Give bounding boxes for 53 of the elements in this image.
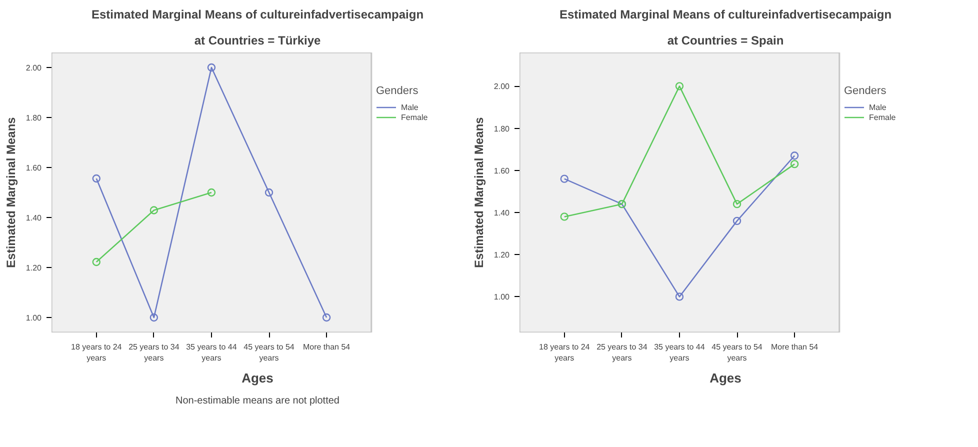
point (560, 212, 568, 221)
chart-title: Estimated Marginal Means of cultureinfadvertisecampaign (91, 8, 424, 22)
y-axis-title: Estimated Marginal Means (472, 116, 486, 268)
y-tick-label: 1.40 (26, 214, 42, 222)
x-tick-label: More than 54 (302, 342, 351, 352)
legend-label: Female (869, 112, 896, 122)
point (790, 152, 799, 160)
chart-subtitle: at Countries = Türkiye (194, 34, 322, 48)
point (732, 216, 742, 226)
point (207, 63, 216, 72)
y-tick-label: 1.60 (494, 166, 510, 176)
y-tick-label: 1.80 (494, 124, 510, 134)
legend-label: Male (401, 102, 420, 112)
y-axis-title: Estimated Marginal Means (4, 116, 18, 268)
point (92, 258, 100, 266)
y-tick-label: 1.80 (26, 114, 42, 122)
legend-label: Female (401, 112, 428, 122)
x-tick-label: 25 years to 34 years (596, 342, 648, 362)
y-tick-label: 1.00 (26, 314, 42, 322)
legend-label: Male (869, 102, 888, 112)
point (150, 206, 158, 214)
x-tick-label: 45 years to 54 years (244, 342, 295, 362)
y-tick-label: 2.00 (494, 82, 510, 92)
x-tick-label: 25 years to 34 years (128, 342, 180, 362)
x-tick-label: 18 years to 24 years (71, 342, 122, 362)
point (560, 174, 568, 183)
point (322, 313, 331, 322)
y-tick-label: 2.00 (26, 64, 42, 72)
point (92, 174, 100, 183)
point (207, 188, 216, 197)
x-tick-label: 35 years to 44 years (186, 342, 238, 362)
point (675, 292, 684, 301)
y-tick-label: 1.00 (494, 292, 510, 302)
legend-title: Genders (376, 85, 420, 97)
chart-title: Estimated Marginal Means of cultureinfadvertisecampaign (559, 8, 892, 22)
x-axis-title: Ages (242, 370, 274, 386)
y-tick-label: 1.20 (26, 264, 42, 272)
point (264, 188, 274, 197)
x-tick-label: 18 years to 24 years (539, 342, 590, 362)
legend-title: Genders (844, 85, 888, 97)
y-tick-label: 1.40 (494, 208, 510, 218)
x-tick-label: More than 54 (770, 342, 819, 352)
y-tick-label: 1.60 (26, 164, 42, 172)
text: Non-estimable means are not plotted (176, 396, 340, 406)
point (150, 313, 158, 322)
point (732, 200, 742, 208)
x-axis-title: Ages (710, 370, 742, 386)
point (790, 160, 799, 168)
x-tick-label: 45 years to 54 years (712, 342, 763, 362)
chart-subtitle: at Countries = Spain (667, 34, 784, 48)
point (675, 82, 684, 90)
x-tick-label: 35 years to 44 years (654, 342, 706, 362)
y-tick-label: 1.20 (494, 250, 510, 260)
